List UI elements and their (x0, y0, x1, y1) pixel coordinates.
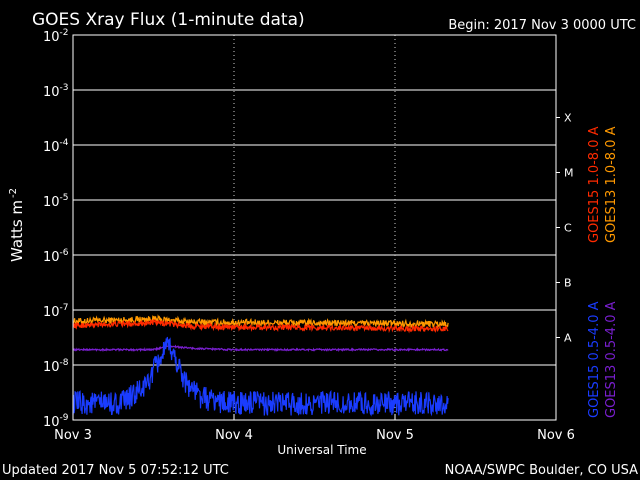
y-tick-label: 10-2 (43, 28, 69, 45)
y-axis-label: Watts m -2 (8, 188, 26, 262)
legend-entry: GOES13 0.5-4.0 A (604, 301, 619, 418)
chart-title: GOES Xray Flux (1-minute data) (32, 10, 305, 30)
begin-label: Begin: 2017 Nov 3 0000 UTC (448, 18, 636, 33)
y-tick-label: 10-5 (43, 193, 69, 210)
legend-label: GOES13 1.0-8.0 A (604, 126, 619, 243)
plot-frame (72, 34, 557, 421)
legend-label: GOES15 0.5-4.0 A (587, 301, 602, 418)
series-line (72, 318, 449, 334)
y-tick-labels: 10-2 10-3 10-4 10-5 10-6 10-7 10-8 10-9 (43, 28, 79, 430)
legend-label: GOES15 1.0-8.0 A (587, 126, 602, 243)
flare-class-label: M (564, 167, 574, 180)
y-axis-label-text: Watts m (8, 200, 26, 262)
series-group (72, 314, 449, 417)
credit-label: NOAA/SWPC Boulder, CO USA (445, 463, 638, 478)
y-tick-label: 10-7 (43, 303, 69, 320)
y-tick-label: 10-9 (43, 413, 69, 430)
x-tick-label: Nov 4 (215, 428, 253, 443)
x-tick-label: Nov 6 (537, 428, 575, 443)
x-tick-label: Nov 3 (54, 428, 92, 443)
grid-lines (73, 35, 556, 420)
legend-label: GOES13 0.5-4.0 A (604, 301, 619, 418)
y-tick-label: 10-4 (43, 138, 69, 155)
legend-entry: GOES15 0.5-4.0 A (587, 301, 602, 418)
legend-long-channel: GOES15 1.0-8.0 A GOES13 1.0-8.0 A (587, 126, 619, 243)
series-line (72, 314, 449, 329)
flare-class-label: B (564, 277, 572, 290)
series-line (72, 344, 449, 353)
flare-class-labels: X M C B A (556, 112, 574, 345)
legend-short-channel: GOES15 0.5-4.0 A GOES13 0.5-4.0 A (587, 301, 619, 418)
legend-entry: GOES15 1.0-8.0 A (587, 126, 602, 243)
y-tick-label: 10-3 (43, 83, 69, 100)
y-tick-label: 10-8 (43, 358, 69, 375)
series-line (72, 336, 449, 417)
y-tick-label: 10-6 (43, 248, 69, 265)
flare-class-label: A (564, 332, 572, 345)
y-axis-label-sup: -2 (8, 188, 19, 198)
svg-text:Watts m-2: Watts m -2 (8, 188, 26, 262)
flare-class-label: C (564, 222, 572, 235)
flare-class-label: X (564, 112, 572, 125)
updated-timestamp: Updated 2017 Nov 5 07:52:12 UTC (2, 463, 229, 478)
legend-entry: GOES13 1.0-8.0 A (604, 126, 619, 243)
x-tick-label: Nov 5 (376, 428, 414, 443)
x-tick-labels: Nov 3 Nov 4 Nov 5 Nov 6 (54, 414, 575, 443)
x-axis-label: Universal Time (277, 443, 366, 457)
